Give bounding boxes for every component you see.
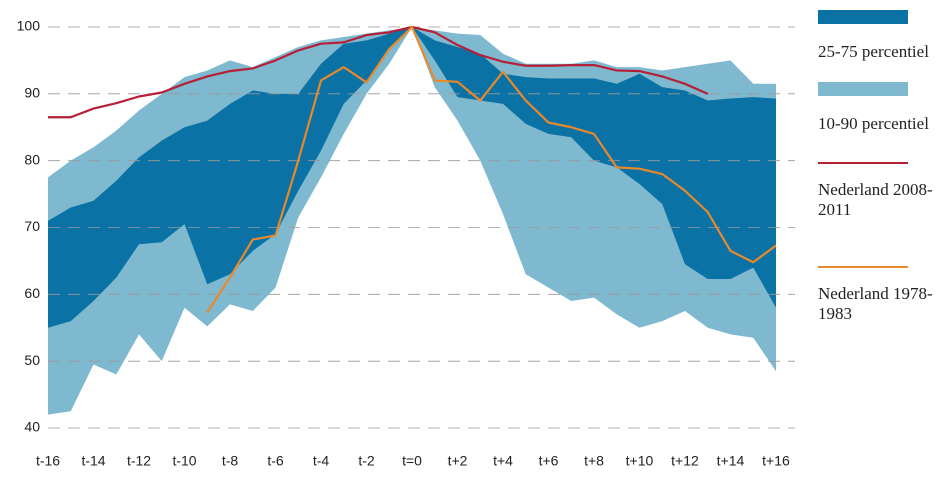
legend-swatch [818, 82, 908, 96]
y-tick-label: 60 [24, 285, 40, 301]
x-tick-label: t-2 [358, 453, 375, 469]
legend-item: Nederland 1978-1983 [818, 260, 938, 324]
legend-label: 25-75 percentiel [818, 42, 929, 61]
y-tick-label: 80 [24, 151, 40, 167]
x-tick-label: t-10 [172, 453, 196, 469]
x-tick-label: t-6 [267, 453, 284, 469]
legend-item: 10-90 percentiel [818, 82, 938, 134]
legend-label: Nederland 2008-2011 [818, 180, 933, 219]
legend-swatch [818, 10, 908, 24]
legend: 25-75 percentiel 10-90 percentiel Nederlan… [818, 10, 952, 473]
x-tick-label: t-16 [36, 453, 60, 469]
y-tick-label: 90 [24, 85, 40, 101]
y-tick-label: 40 [24, 419, 40, 435]
legend-label: Nederland 1978-1983 [818, 284, 933, 323]
x-tick-label: t-8 [222, 453, 239, 469]
line [206, 25, 777, 313]
legend-swatch [818, 266, 908, 268]
line [48, 25, 709, 119]
x-tick-label: t-4 [313, 453, 330, 469]
legend-label: 10-90 percentiel [818, 114, 929, 133]
chart: 40 50 60 70 80 90 100 t-16 t-14 t-12 t-10 t-8 t-6 t-4… [17, 18, 795, 469]
x-tick-label: t+14 [717, 453, 745, 469]
y-tick-label: 50 [24, 352, 40, 368]
x-tick-label: t+10 [626, 453, 654, 469]
x-tick-label: t+8 [584, 453, 604, 469]
x-tick-label: t=0 [402, 453, 422, 469]
x-tick-label: t+2 [448, 453, 468, 469]
x-tick-label: t-14 [81, 453, 105, 469]
x-tick-label: t+12 [671, 453, 699, 469]
x-tick-label: t+6 [539, 453, 559, 469]
legend-swatch [818, 162, 908, 164]
band-area [48, 27, 776, 328]
x-tick-label: t+4 [493, 453, 513, 469]
x-tick-label: t-12 [127, 453, 151, 469]
y-tick-label: 100 [17, 18, 41, 34]
y-tick-label: 70 [24, 218, 40, 234]
x-tick-label: t+16 [762, 453, 790, 469]
legend-item: Nederland 2008-2011 [818, 156, 938, 220]
legend-item: 25-75 percentiel [818, 10, 938, 62]
